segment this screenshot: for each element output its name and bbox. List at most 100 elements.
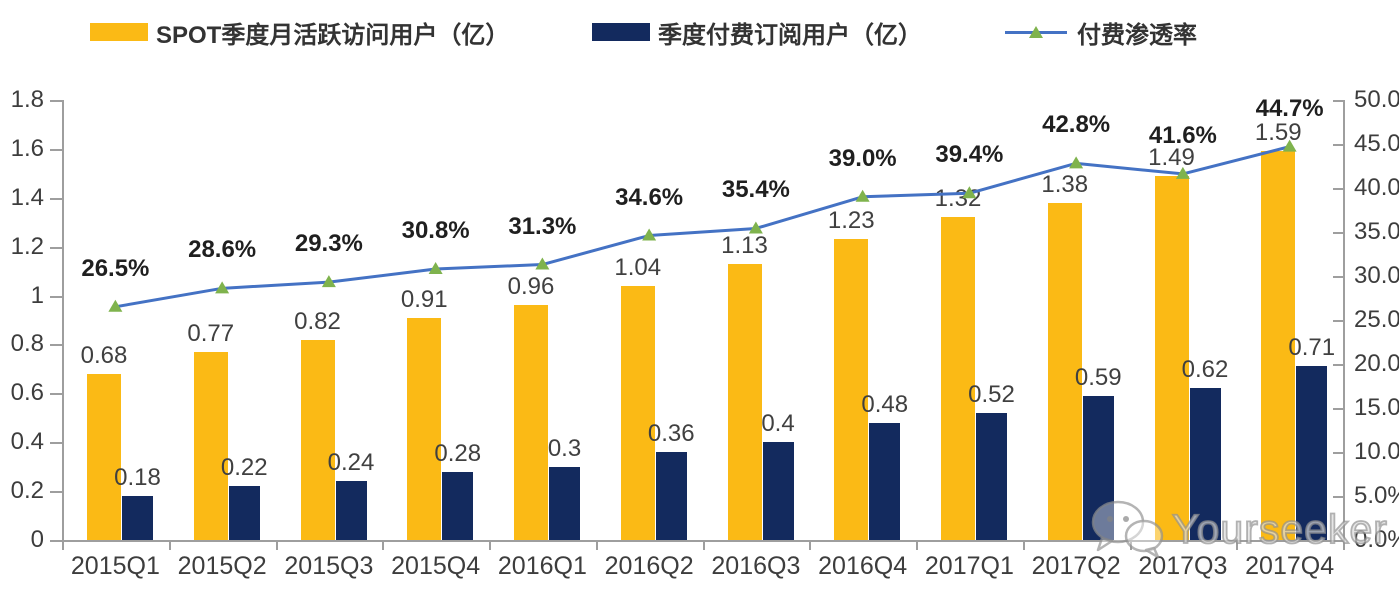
x-axis-tick (382, 542, 385, 550)
y-axis-right-tick (1333, 320, 1343, 322)
bar-value-label-subs: 0.4 (761, 410, 795, 438)
bar-value-label-mau: 1.13 (721, 231, 768, 259)
bar-value-label-mau: 1.59 (1254, 119, 1302, 147)
y-axis-right-tick (1333, 100, 1343, 102)
legend-item-mau: SPOT季度月活跃访问用户（亿） (90, 20, 509, 49)
y-left-tick-label: 0 (30, 526, 44, 553)
bar-value-label-mau: 0.91 (400, 285, 448, 313)
y-axis-left-tick (50, 540, 62, 542)
bar-mau (300, 339, 335, 540)
y-axis-left-line (62, 100, 64, 542)
penetration-legend-marker (1005, 25, 1067, 39)
triangle-marker (535, 257, 550, 270)
y-axis-right-tick (1333, 364, 1343, 366)
y-axis-right-tick (1333, 276, 1343, 278)
x-tick-label: 2017Q3 (1138, 552, 1228, 580)
y-axis-right-tick (1333, 188, 1343, 190)
percent-label: 28.6% (188, 236, 257, 264)
triangle-marker (321, 275, 336, 288)
bar-mau (407, 317, 442, 540)
bar-value-label-subs: 0.28 (434, 439, 482, 467)
bar-subs (1296, 366, 1328, 540)
mau-legend-swatch (90, 23, 148, 41)
x-tick-label: 2017Q1 (924, 552, 1014, 580)
bar-mau (87, 373, 121, 540)
bar-subs (762, 442, 794, 540)
y-axis-right-tick (1333, 540, 1343, 542)
bar-value-label-mau: 0.68 (80, 341, 128, 369)
x-tick-label: 2015Q3 (284, 552, 374, 580)
percent-label: 35.4% (721, 176, 790, 204)
x-axis-tick (595, 542, 598, 550)
percent-label: 30.8% (401, 216, 470, 244)
bar-subs (1082, 395, 1114, 540)
y-axis-right-tick (1333, 232, 1343, 234)
x-axis-tick (702, 542, 705, 550)
bar-value-label-mau: 1.04 (614, 253, 662, 281)
bar-subs (549, 466, 580, 540)
x-tick-label: 2017Q2 (1031, 552, 1121, 580)
x-axis-tick (62, 542, 64, 550)
bar-value-label-subs: 0.18 (114, 464, 161, 491)
percent-label: 34.6% (615, 183, 684, 211)
triangle-marker-icon (1029, 26, 1043, 38)
bar-value-label-mau: 1.23 (827, 207, 875, 235)
percent-label: 41.6% (1148, 121, 1217, 149)
bar-value-label-subs: 0.48 (861, 390, 909, 418)
triangle-marker (108, 299, 123, 312)
bar-value-label-subs: 0.3 (547, 434, 582, 462)
y-right-tick-label: 50.0% (1354, 86, 1399, 113)
bar-value-label-mau: 0.77 (187, 319, 235, 347)
bar-value-label-subs: 0.59 (1074, 363, 1122, 391)
bar-subs (976, 412, 1007, 540)
y-right-tick-label: 0.0% (1354, 526, 1399, 553)
x-axis-tick (916, 542, 918, 550)
y-axis-left-tick (50, 295, 62, 298)
bar-mau (620, 285, 655, 540)
y-left-tick-label: 1.4 (10, 183, 44, 211)
legend-item-subs: 季度付费订阅用户（亿） (592, 20, 922, 49)
y-axis-right-tick (1333, 452, 1343, 454)
y-left-tick-label: 1.8 (10, 86, 44, 113)
x-axis-tick (489, 542, 491, 550)
y-right-tick-label: 25.0% (1354, 306, 1399, 333)
x-tick-label: 2015Q2 (177, 552, 267, 580)
y-left-tick-label: 1.6 (10, 134, 44, 162)
bar-subs (122, 496, 153, 540)
y-left-tick-label: 1.2 (10, 232, 44, 260)
percent-label: 26.5% (81, 254, 150, 282)
percent-label: 39.4% (935, 141, 1004, 169)
y-right-tick-label: 10.0% (1354, 438, 1399, 465)
bar-mau (941, 217, 975, 540)
subs-legend-swatch (592, 23, 650, 41)
x-axis-tick (1129, 542, 1132, 550)
triangle-marker (855, 189, 870, 202)
triangle-marker (215, 281, 230, 294)
bar-value-label-subs: 0.71 (1288, 334, 1336, 362)
y-axis-left-tick (50, 344, 62, 347)
bar-subs (655, 452, 687, 540)
percent-label: 39.0% (828, 144, 897, 172)
y-right-tick-label: 40.0% (1354, 174, 1399, 201)
bar-mau (834, 239, 869, 540)
bar-value-label-subs: 0.24 (327, 449, 375, 477)
y-axis-right-line (1343, 100, 1345, 542)
bar-mau (514, 305, 548, 540)
y-axis-left-tick (50, 246, 62, 249)
y-right-tick-label: 15.0% (1354, 394, 1399, 421)
x-axis-tick (275, 542, 278, 550)
x-axis-line (62, 540, 1345, 542)
y-right-tick-label: 35.0% (1354, 218, 1399, 245)
x-axis-tick (1022, 542, 1025, 550)
bar-subs (1189, 388, 1221, 540)
bar-value-label-subs: 0.62 (1181, 356, 1229, 384)
y-right-tick-label: 5.0% (1354, 482, 1399, 509)
y-axis-left-tick (50, 197, 62, 200)
legend-item-penetration: 付费渗透率 (1005, 20, 1197, 49)
y-right-tick-label: 45.0% (1354, 130, 1399, 157)
percent-label: 44.7% (1255, 94, 1324, 122)
bar-subs (335, 481, 367, 540)
bar-subs (442, 471, 474, 540)
percent-label: 31.3% (508, 212, 577, 240)
